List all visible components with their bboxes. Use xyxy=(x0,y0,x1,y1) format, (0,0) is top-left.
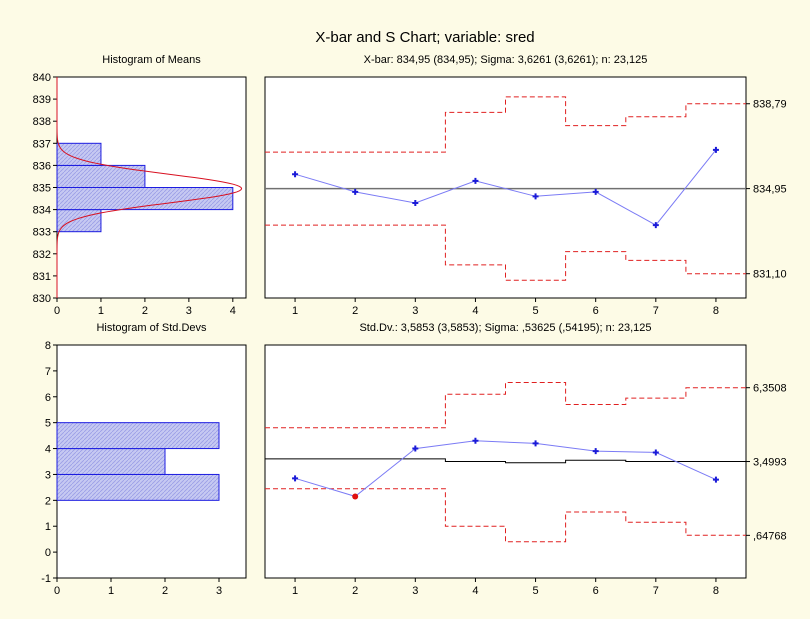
s-chart-panel: Std.Dv.: 3,5853 (3,5853); Sigma: ,53625 … xyxy=(264,322,787,597)
hist-means-xtick-label: 4 xyxy=(230,305,236,317)
xbar-chart-xtick-label: 5 xyxy=(533,305,539,317)
hist-means-ytick-label: 838 xyxy=(33,116,51,128)
s-chart-point-out xyxy=(352,493,359,500)
xbar-chart-point xyxy=(532,193,539,200)
hist-means-ytick-label: 840 xyxy=(33,72,51,84)
xbar-chart-series-line xyxy=(294,149,717,226)
xbar-chart-point xyxy=(352,188,359,195)
hist-means-ytick-label: 832 xyxy=(33,249,51,261)
hist-means-ytick-label: 833 xyxy=(33,227,51,239)
s-chart-right-label: 3,4993 xyxy=(753,457,787,469)
hist-sd-ytick-label: 1 xyxy=(45,521,51,533)
hist-means-ytick-label: 837 xyxy=(33,138,51,150)
hist-means-ytick-label: 836 xyxy=(33,160,51,172)
s-chart-point xyxy=(472,437,479,444)
hist-sd-ytick-label: 5 xyxy=(45,418,51,430)
xbar-chart-plot-area xyxy=(264,76,747,299)
hist-sd-ytick-label: 0 xyxy=(45,547,51,559)
xbar-chart-point xyxy=(292,171,299,178)
hist-means-xtick-label: 0 xyxy=(54,305,60,317)
hist-sd-ytick-label: 7 xyxy=(45,366,51,378)
hist-sd-bar xyxy=(56,422,220,450)
xbar-chart-point xyxy=(592,188,599,195)
xbar-chart-lcl-line xyxy=(265,224,746,281)
s-chart-xtick-label: 4 xyxy=(472,585,478,597)
xbar-chart-right-label: 831,10 xyxy=(753,269,787,281)
xbar-chart-xtick-label: 8 xyxy=(713,305,719,317)
hist-sd-ytick-label: 4 xyxy=(45,444,51,456)
s-chart-xtick-label: 8 xyxy=(713,585,719,597)
xbar-chart-point xyxy=(712,146,719,153)
hist-sd-ytick-label: 3 xyxy=(45,469,51,481)
hist-sd-xtick-label: 1 xyxy=(108,585,114,597)
s-chart-right-label: 6,3508 xyxy=(753,383,787,395)
s-chart-lcl-line xyxy=(265,488,746,543)
xbar-chart-title: X-bar: 834,95 (834,95); Sigma: 3,6261 (3… xyxy=(364,54,648,66)
s-chart-ucl-line xyxy=(265,382,746,429)
xbar-chart-xtick-label: 6 xyxy=(593,305,599,317)
hist-sd-ytick-label: -1 xyxy=(41,573,51,585)
xbar-panel: X-bar: 834,95 (834,95); Sigma: 3,6261 (3… xyxy=(264,54,787,317)
hist-sd-xtick-label: 2 xyxy=(162,585,168,597)
xbar-chart-xtick-label: 3 xyxy=(412,305,418,317)
s-chart-xtick-label: 1 xyxy=(292,585,298,597)
s-chart-point xyxy=(592,448,599,455)
s-chart-point xyxy=(652,449,659,456)
s-chart-point xyxy=(712,476,719,483)
xbar-chart-point xyxy=(412,199,419,206)
hist-means-xtick-label: 3 xyxy=(186,305,192,317)
xbar-chart-xtick-label: 4 xyxy=(472,305,478,317)
s-chart-right-label: ,64768 xyxy=(753,530,787,542)
s-chart-center-line xyxy=(265,458,746,464)
hist-means-title: Histogram of Means xyxy=(102,54,201,66)
xbar-chart-xtick-label: 7 xyxy=(653,305,659,317)
s-chart-point xyxy=(292,475,299,482)
hist-sd-xtick-label: 0 xyxy=(54,585,60,597)
hist-means-ytick-label: 830 xyxy=(33,293,51,305)
hist-sd-xtick-label: 3 xyxy=(216,585,222,597)
s-chart-point xyxy=(532,440,539,447)
xbar-chart-right-label: 834,95 xyxy=(753,184,787,196)
xbar-chart-xtick-label: 2 xyxy=(352,305,358,317)
main-title: X-bar and S Chart; variable: sred xyxy=(315,29,534,46)
xbar-chart-xtick-label: 1 xyxy=(292,305,298,317)
xbar-chart-point xyxy=(652,222,659,229)
hist-means-ytick-label: 834 xyxy=(33,205,51,217)
hist-means-bar xyxy=(56,142,102,166)
xbar-chart-ucl-line xyxy=(265,96,746,153)
s-chart-xtick-label: 6 xyxy=(593,585,599,597)
s-chart-xtick-label: 3 xyxy=(412,585,418,597)
hist-means-bar xyxy=(56,209,102,233)
hist-means-xtick-label: 1 xyxy=(98,305,104,317)
s-chart-xtick-label: 2 xyxy=(352,585,358,597)
s-chart-xtick-label: 5 xyxy=(533,585,539,597)
s-chart-xtick-label: 7 xyxy=(653,585,659,597)
hist-sd-bar xyxy=(56,448,166,475)
hist-means-ytick-label: 839 xyxy=(33,94,51,106)
hist-means-xtick-label: 2 xyxy=(142,305,148,317)
xbar-chart-right-label: 838,79 xyxy=(753,99,787,111)
hist-sd-ytick-label: 2 xyxy=(45,495,51,507)
hist-sd-ytick-label: 6 xyxy=(45,392,51,404)
s-chart-point xyxy=(412,445,419,452)
hist-sd-title: Histogram of Std.Devs xyxy=(96,322,207,334)
xbar-chart-point xyxy=(472,177,479,184)
hist-means-ytick-label: 835 xyxy=(33,183,51,195)
s-chart-series-line xyxy=(294,440,717,497)
hist-sd-ytick-label: 8 xyxy=(45,340,51,352)
hist-means-panel: Histogram of Means 830 831 832 833 834 835 836 8… xyxy=(33,54,247,317)
s-chart-title: Std.Dv.: 3,5853 (3,5853); Sigma: ,53625 … xyxy=(359,322,651,334)
hist-means-ytick-label: 831 xyxy=(33,271,51,283)
hist-means-bar xyxy=(56,164,146,188)
hist-means-normal-curve xyxy=(56,77,243,298)
hist-sd-bar xyxy=(56,473,220,501)
